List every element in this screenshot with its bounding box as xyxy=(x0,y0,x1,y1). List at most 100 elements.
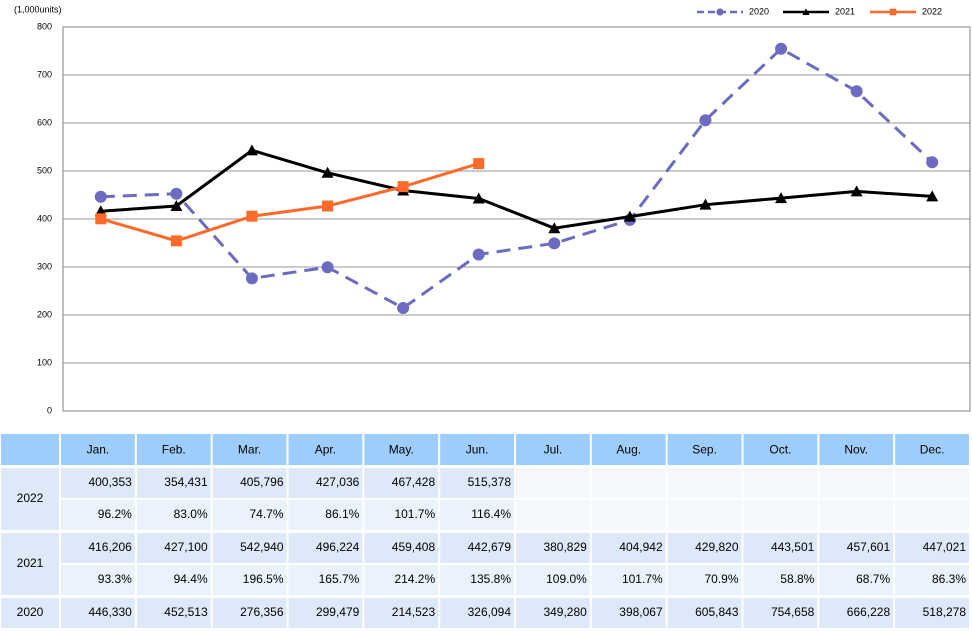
point xyxy=(397,181,409,193)
table-cell xyxy=(591,533,666,563)
table-cell xyxy=(61,565,135,595)
table-cell xyxy=(667,565,742,595)
table-header: Sep. xyxy=(692,443,717,457)
point xyxy=(95,213,107,225)
table-header: May. xyxy=(389,443,414,457)
table-cell xyxy=(364,468,439,498)
table-header: Feb. xyxy=(162,443,186,457)
plot-border xyxy=(62,26,971,412)
legend-marker xyxy=(802,8,810,15)
table-cell xyxy=(819,565,894,595)
point xyxy=(926,190,939,202)
y-tick-label: 500 xyxy=(37,165,52,175)
table-cell xyxy=(591,598,666,628)
table-value: 354,431 xyxy=(164,475,208,489)
table-header: Jan. xyxy=(87,443,110,457)
table-cell xyxy=(819,434,894,465)
table-cell xyxy=(516,434,590,465)
table-header: Mar. xyxy=(238,443,261,457)
table-value: 427,036 xyxy=(316,475,360,489)
table-value: 443,501 xyxy=(771,540,815,554)
table-ratio: 86.1% xyxy=(325,507,359,521)
table-cell xyxy=(212,434,287,465)
point xyxy=(699,198,712,210)
y-tick-label: 300 xyxy=(37,261,52,271)
table-cell xyxy=(591,468,666,498)
point xyxy=(472,192,485,204)
table-cell xyxy=(136,500,211,530)
table-value: 429,820 xyxy=(695,540,739,554)
table-cell xyxy=(743,598,818,628)
table-cell xyxy=(895,533,969,563)
table-value: 452,513 xyxy=(164,605,208,619)
y-tick-label: 400 xyxy=(37,213,52,223)
table-cell xyxy=(288,468,363,498)
table-value: 542,940 xyxy=(240,540,284,554)
table-header: Aug. xyxy=(616,443,641,457)
y-axis-label: (1,000units) xyxy=(14,4,62,14)
table-cell xyxy=(440,598,514,628)
table-cell xyxy=(516,500,590,530)
table-ratio: 116.4% xyxy=(471,507,511,521)
table-value: 404,942 xyxy=(619,540,663,554)
table-cell xyxy=(364,500,439,530)
table-cell xyxy=(819,468,894,498)
table-value: 380,829 xyxy=(543,540,587,554)
table-value: 427,100 xyxy=(164,540,208,554)
point xyxy=(926,156,939,169)
legend-label: 2020 xyxy=(749,6,769,16)
table-value: 457,601 xyxy=(847,540,891,554)
table-cell xyxy=(667,434,742,465)
table-cell xyxy=(288,434,363,465)
table-value: 326,094 xyxy=(468,605,512,619)
table-cell xyxy=(288,533,363,563)
table-header: Oct. xyxy=(769,443,791,457)
table-cell xyxy=(895,468,969,498)
table-ratio: 68.7% xyxy=(856,572,890,586)
table-cell xyxy=(136,434,211,465)
y-tick-label: 0 xyxy=(47,405,52,415)
table-ratio: 86.3% xyxy=(932,572,966,586)
table-value: 754,658 xyxy=(771,605,815,619)
point xyxy=(472,248,485,261)
point xyxy=(245,144,258,156)
point xyxy=(623,210,636,222)
series-line xyxy=(100,162,480,243)
table-cell xyxy=(212,598,287,628)
y-tick-label: 100 xyxy=(37,357,52,367)
point xyxy=(850,185,863,197)
y-tick-label: 800 xyxy=(37,21,52,31)
table-value: 446,330 xyxy=(88,605,132,619)
table-cell xyxy=(516,533,590,563)
table-ratio: 74.7% xyxy=(249,507,283,521)
table-cell xyxy=(516,468,590,498)
table-cell xyxy=(743,500,818,530)
table-cell xyxy=(440,533,514,563)
table-cell xyxy=(212,468,287,498)
point xyxy=(94,190,107,203)
point xyxy=(170,199,183,211)
series-line xyxy=(100,148,933,230)
table-cell xyxy=(516,598,590,628)
table-cell xyxy=(591,434,666,465)
table-cell xyxy=(364,598,439,628)
table-cell xyxy=(136,598,211,628)
table-ratio: 93.3% xyxy=(98,572,132,586)
point xyxy=(699,114,712,127)
table-cell xyxy=(136,468,211,498)
table-cell xyxy=(743,533,818,563)
table-ratio: 214.2% xyxy=(394,572,435,586)
table-value: 400,353 xyxy=(88,475,132,489)
point xyxy=(548,222,561,234)
series-line xyxy=(100,46,934,310)
table-cell xyxy=(364,533,439,563)
table-value: 459,408 xyxy=(392,540,436,554)
legend-label: 2021 xyxy=(835,6,855,16)
table-value: 349,280 xyxy=(543,605,587,619)
point xyxy=(548,237,561,250)
table-cell xyxy=(61,434,135,465)
table-value: 605,843 xyxy=(695,605,739,619)
table-cell xyxy=(364,565,439,595)
